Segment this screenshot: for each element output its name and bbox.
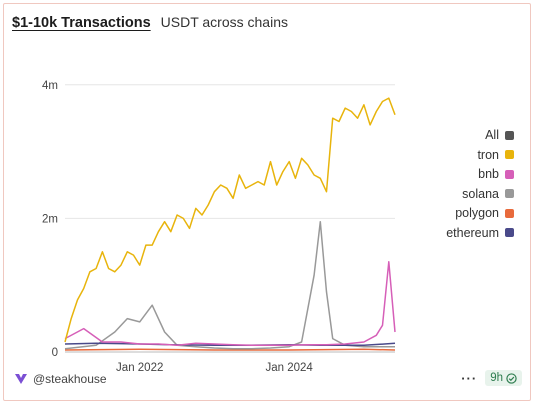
legend-swatch (505, 130, 514, 140)
x-tick-label: Jan 2024 (265, 362, 313, 374)
legend-label: bnb (478, 167, 499, 182)
chart-subtitle: USDT across chains (160, 14, 288, 30)
legend-swatch (505, 169, 514, 179)
creator-logo-icon (15, 374, 27, 384)
y-tick-label: 0 (52, 347, 58, 359)
legend-item-All[interactable]: All (485, 128, 514, 143)
legend-item-solana[interactable]: solana (462, 187, 514, 202)
legend-label: solana (462, 186, 499, 201)
chart-legend: All tron bnb solana polygon ethereum (446, 128, 514, 240)
chart-title-link[interactable]: $1-10k Transactions (12, 15, 151, 31)
legend-item-ethereum[interactable]: ethereum (446, 226, 514, 241)
chart-footer-actions: ··· 9h (461, 370, 522, 386)
legend-item-tron[interactable]: tron (477, 148, 514, 163)
check-circle-icon (506, 372, 517, 384)
legend-swatch (505, 189, 514, 199)
freshness-badge: 9h (485, 370, 522, 386)
author-attribution: @steakhouse (14, 372, 107, 386)
series-line-bnb (64, 261, 396, 347)
chart-header: $1-10k Transactions USDT across chains (12, 14, 288, 34)
series-line-solana (64, 220, 395, 350)
y-tick-label: 4m (42, 80, 58, 92)
legend-swatch (505, 208, 514, 218)
series-line-tron (64, 97, 396, 343)
author-handle[interactable]: @steakhouse (33, 372, 107, 386)
legend-label: polygon (455, 206, 499, 221)
legend-item-polygon[interactable]: polygon (455, 206, 514, 221)
series-line-polygon (64, 348, 396, 351)
freshness-age: 9h (490, 372, 503, 384)
more-options-button[interactable]: ··· (461, 370, 478, 386)
y-tick-label: 2m (42, 213, 58, 225)
legend-label: All (485, 128, 499, 143)
legend-label: ethereum (446, 225, 499, 240)
legend-swatch (505, 150, 514, 160)
x-tick-label: Jan 2022 (116, 362, 163, 374)
legend-label: tron (477, 147, 499, 162)
legend-item-bnb[interactable]: bnb (478, 167, 514, 182)
legend-swatch (505, 228, 514, 238)
